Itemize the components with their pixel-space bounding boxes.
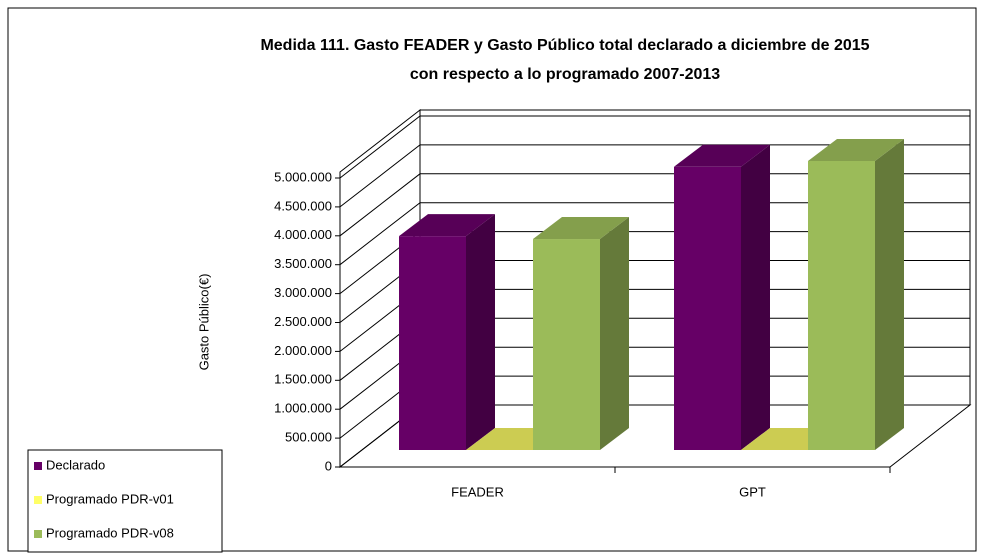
legend-box [27, 449, 223, 553]
bar-side [875, 139, 904, 450]
legend-label: Declarado [46, 457, 105, 472]
legend-swatch [34, 530, 42, 538]
bar-side [741, 144, 770, 450]
legend-label: Programado PDR-v08 [46, 525, 174, 540]
y-tick-label: 2.500.000 [274, 314, 332, 329]
bar-top [533, 217, 629, 240]
bar-group [533, 217, 629, 450]
y-tick-label: 4.500.000 [274, 198, 332, 213]
y-axis-title: Gasto Público(€) [196, 274, 211, 371]
bar-group [674, 144, 770, 450]
legend-swatch [34, 462, 42, 470]
chart-title: Medida 111. Gasto FEADER y Gasto Público… [260, 37, 869, 54]
grid-line [339, 173, 970, 237]
legend: Declarado Programado PDR-v01 Programado PD… [27, 449, 223, 553]
y-tick-label: 0 [325, 458, 332, 473]
grid-line [339, 202, 970, 266]
y-tick-label: 3.000.000 [274, 285, 332, 300]
chart-title: con respecto a lo programado 2007-2013 [410, 66, 720, 83]
y-tick-label: 4.000.000 [274, 227, 332, 242]
legend-swatch [34, 496, 42, 504]
bar [399, 236, 466, 450]
y-tick-label: 1.500.000 [274, 372, 332, 387]
y-tick-label: 2.000.000 [274, 343, 332, 358]
bar [533, 239, 600, 450]
bar-top [399, 214, 495, 237]
y-tick-label: 3.500.000 [274, 256, 332, 271]
bar-group [808, 139, 904, 450]
x-tick-label: FEADER [451, 484, 504, 499]
grid-line [339, 144, 970, 208]
grid-line [339, 115, 970, 179]
y-tick-label: 500.000 [285, 430, 332, 445]
bar-top [808, 139, 904, 161]
x-tick-label: GPT [739, 484, 766, 499]
legend-label: Programado PDR-v01 [46, 491, 174, 506]
y-tick-label: 5.000.000 [274, 169, 332, 184]
bar [674, 166, 741, 450]
bar-side [466, 214, 495, 450]
y-tick-label: 1.000.000 [274, 401, 332, 416]
bar-top [674, 144, 770, 167]
bar [808, 161, 875, 450]
bar-side [600, 217, 629, 450]
bar-group [399, 214, 495, 450]
